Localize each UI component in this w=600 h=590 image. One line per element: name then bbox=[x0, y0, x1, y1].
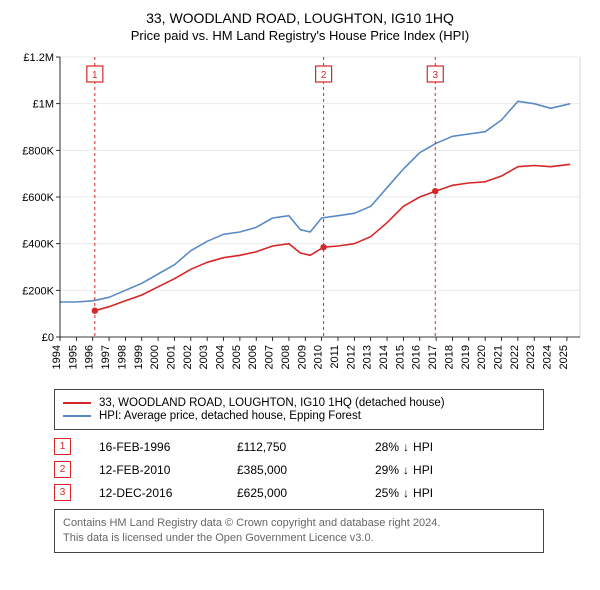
page-container: 33, WOODLAND ROAD, LOUGHTON, IG10 1HQ Pr… bbox=[0, 0, 600, 561]
y-tick-label: £800K bbox=[22, 145, 54, 157]
sale-diff-suffix: HPI bbox=[413, 486, 433, 500]
legend-label: 33, WOODLAND ROAD, LOUGHTON, IG10 1HQ (d… bbox=[99, 397, 445, 409]
y-tick-label: £1M bbox=[33, 99, 54, 111]
sale-diff: 25% ↓ HPI bbox=[375, 486, 495, 500]
sale-date: 12-DEC-2016 bbox=[99, 486, 209, 500]
chart-subtitle: Price paid vs. HM Land Registry's House … bbox=[12, 28, 588, 43]
x-tick-label: 1998 bbox=[116, 345, 128, 369]
x-tick-label: 2006 bbox=[247, 345, 259, 369]
sale-price: £625,000 bbox=[237, 486, 347, 500]
legend-label: HPI: Average price, detached house, Eppi… bbox=[99, 410, 361, 422]
x-tick-label: 2010 bbox=[313, 345, 325, 369]
x-tick-label: 2020 bbox=[476, 345, 488, 369]
x-tick-label: 1997 bbox=[100, 345, 112, 369]
arrow-down-icon: ↓ bbox=[403, 463, 409, 477]
sale-marker-label: 1 bbox=[92, 70, 98, 81]
legend-swatch bbox=[63, 402, 91, 404]
x-tick-label: 1994 bbox=[51, 345, 63, 369]
x-tick-label: 2007 bbox=[264, 345, 276, 369]
x-tick-label: 2012 bbox=[345, 345, 357, 369]
line-chart: £0 £200K £400K £600K £800K £1M £1.2M 1 2 3 1994 199… bbox=[12, 49, 588, 379]
attribution-footer: Contains HM Land Registry data © Crown c… bbox=[54, 509, 544, 553]
sale-diff-suffix: HPI bbox=[413, 463, 433, 477]
sale-marker-label: 3 bbox=[433, 70, 439, 81]
x-tick-label: 2018 bbox=[443, 345, 455, 369]
x-tick-label: 2024 bbox=[542, 345, 554, 369]
x-tick-label: 2008 bbox=[280, 345, 292, 369]
x-tick-label: 2022 bbox=[509, 345, 521, 369]
x-tick-label: 2011 bbox=[329, 345, 341, 369]
x-tick-label: 2017 bbox=[427, 345, 439, 369]
legend: 33, WOODLAND ROAD, LOUGHTON, IG10 1HQ (d… bbox=[54, 389, 544, 430]
x-tick-label: 2004 bbox=[215, 345, 227, 369]
sale-row: 2 12-FEB-2010 £385,000 29% ↓ HPI bbox=[54, 461, 588, 478]
sale-marker-badge: 3 bbox=[54, 484, 71, 501]
sale-diff-pct: 25% bbox=[375, 486, 399, 500]
footer-line-1: Contains HM Land Registry data © Crown c… bbox=[63, 516, 535, 531]
x-tick-label: 1995 bbox=[67, 345, 79, 369]
sale-marker-badge: 2 bbox=[54, 461, 71, 478]
x-tick-label: 2014 bbox=[378, 345, 390, 369]
x-tick-label: 2021 bbox=[493, 345, 505, 369]
sale-diff: 29% ↓ HPI bbox=[375, 463, 495, 477]
y-tick-label: £1.2M bbox=[23, 52, 54, 64]
y-tick-label: £200K bbox=[22, 285, 54, 297]
sale-diff-suffix: HPI bbox=[413, 440, 433, 454]
arrow-down-icon: ↓ bbox=[403, 486, 409, 500]
footer-line-2: This data is licensed under the Open Gov… bbox=[63, 531, 535, 546]
x-tick-label: 2001 bbox=[165, 345, 177, 369]
legend-swatch bbox=[63, 415, 91, 417]
x-tick-label: 2013 bbox=[362, 345, 374, 369]
chart-title: 33, WOODLAND ROAD, LOUGHTON, IG10 1HQ bbox=[12, 10, 588, 26]
y-tick-label: £600K bbox=[22, 192, 54, 204]
legend-item: 33, WOODLAND ROAD, LOUGHTON, IG10 1HQ (d… bbox=[63, 397, 535, 409]
x-tick-label: 2002 bbox=[182, 345, 194, 369]
x-tick-label: 2019 bbox=[460, 345, 472, 369]
y-tick-label: £0 bbox=[42, 332, 54, 344]
x-tick-label: 2025 bbox=[558, 345, 570, 369]
x-tick-label: 2015 bbox=[394, 345, 406, 369]
x-tick-label: 2023 bbox=[525, 345, 537, 369]
sale-diff: 28% ↓ HPI bbox=[375, 440, 495, 454]
chart-area: £0 £200K £400K £600K £800K £1M £1.2M 1 2 3 1994 199… bbox=[12, 49, 588, 379]
x-tick-label: 2000 bbox=[149, 345, 161, 369]
sales-table: 1 16-FEB-1996 £112,750 28% ↓ HPI 2 12-FEB-2010 £… bbox=[54, 438, 588, 501]
sale-diff-pct: 28% bbox=[375, 440, 399, 454]
sale-date: 12-FEB-2010 bbox=[99, 463, 209, 477]
sale-date: 16-FEB-1996 bbox=[99, 440, 209, 454]
sale-marker-badge: 1 bbox=[54, 438, 71, 455]
legend-item: HPI: Average price, detached house, Eppi… bbox=[63, 410, 535, 422]
sale-marker-label: 2 bbox=[321, 70, 327, 81]
x-tick-label: 1996 bbox=[84, 345, 96, 369]
sale-price: £385,000 bbox=[237, 463, 347, 477]
sale-diff-pct: 29% bbox=[375, 463, 399, 477]
y-tick-label: £400K bbox=[22, 239, 54, 251]
x-tick-label: 1999 bbox=[133, 345, 145, 369]
x-tick-label: 2016 bbox=[411, 345, 423, 369]
sale-row: 3 12-DEC-2016 £625,000 25% ↓ HPI bbox=[54, 484, 588, 501]
sale-row: 1 16-FEB-1996 £112,750 28% ↓ HPI bbox=[54, 438, 588, 455]
x-tick-label: 2009 bbox=[296, 345, 308, 369]
x-tick-label: 2003 bbox=[198, 345, 210, 369]
sale-price: £112,750 bbox=[237, 440, 347, 454]
arrow-down-icon: ↓ bbox=[403, 440, 409, 454]
x-tick-label: 2005 bbox=[231, 345, 243, 369]
